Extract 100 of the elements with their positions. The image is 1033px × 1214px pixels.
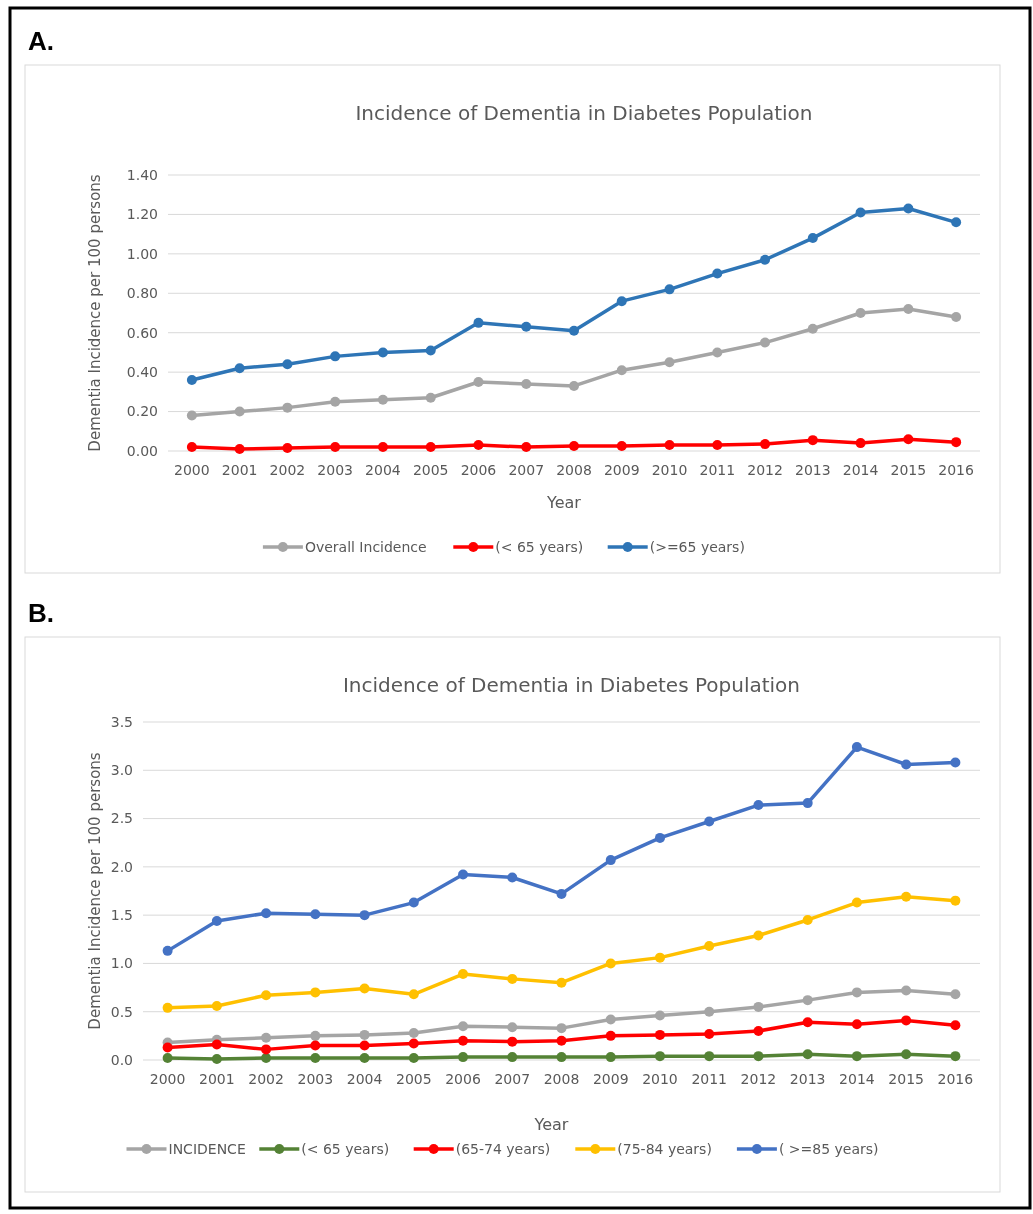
x-tick-label: 2014 [842,462,879,478]
point [473,317,484,328]
point [605,958,616,969]
point [753,800,764,811]
point [901,891,912,902]
point [377,394,388,405]
point [569,441,579,452]
x-tick-label: 2013 [789,1071,826,1087]
point [851,1019,862,1030]
point [901,985,912,996]
point [359,910,370,921]
point [211,1000,222,1011]
point [458,1052,469,1063]
point [507,872,518,883]
point [521,442,532,453]
point [950,757,961,768]
x-tick-label: 2011 [699,462,736,478]
y-tick-label: 3.5 [110,713,133,730]
point [359,983,370,994]
point [521,378,532,389]
point [458,869,469,880]
point [377,442,388,453]
point [556,1023,567,1034]
x-tick-label: 2000 [174,462,210,478]
point [760,337,771,348]
y-axis-title: Dementia Incidence per 100 persons [86,752,104,1030]
point [664,357,675,368]
x-tick-label: 2003 [297,1071,334,1087]
point [605,1052,616,1063]
point [234,363,245,374]
point [408,989,419,1000]
x-tick-label: 2006 [460,462,497,478]
point [654,1010,665,1021]
point [458,1035,469,1046]
point [807,435,818,446]
point [802,798,813,809]
point [473,440,484,451]
point [556,1052,567,1063]
point [712,268,723,279]
point [753,1001,764,1012]
x-tick-label: 2010 [642,1071,678,1087]
point [507,1022,518,1033]
x-tick-label: 2016 [937,1071,974,1087]
text: A. [28,26,54,56]
point [234,444,245,455]
point [753,1051,764,1062]
x-tick-label: 2014 [839,1071,875,1087]
x-axis-title: Year [546,493,582,512]
legend-label: (< 65 years) [495,538,584,555]
point [425,392,436,403]
point [521,321,532,332]
x-tick-label: 2002 [248,1071,284,1087]
point [425,442,436,453]
x-tick-label: 2006 [445,1071,481,1087]
point [186,442,197,453]
legend-label: (>=65 years) [649,538,745,555]
y-tick-label: 2.5 [110,810,133,827]
point [851,1051,862,1062]
x-axis-title: Year [533,1115,569,1134]
x-tick-label: 2012 [740,1071,777,1087]
x-tick-label: 2007 [494,1071,531,1087]
point [951,217,962,228]
point [556,888,567,899]
x-tick-label: 2004 [346,1071,383,1087]
x-tick-label: 2004 [365,462,401,478]
point [753,1026,764,1037]
point [851,897,862,908]
point [330,396,341,407]
point [408,1038,419,1049]
point [605,855,616,866]
point [802,914,813,925]
point [851,742,862,753]
legend-label: INCIDENCE [168,1140,246,1157]
x-tick-label: 2009 [592,1071,629,1087]
point [901,759,912,770]
point [704,1028,715,1039]
point [704,1051,715,1062]
x-tick-label: 2010 [651,462,688,478]
y-tick-label: 1.0 [110,955,133,972]
point [654,832,665,843]
y-tick-label: 0.80 [126,285,158,302]
point [282,402,293,413]
point [408,897,419,908]
point [458,1021,469,1032]
point [753,930,764,941]
point [261,1044,272,1055]
point [261,990,272,1001]
point [950,1051,961,1062]
point [556,1035,567,1046]
legend-label: Overall Incidence [304,538,427,555]
chart-title: Incidence of Dementia in Diabetes Population [342,673,801,697]
point [162,1002,173,1013]
point [802,995,813,1006]
point [664,440,675,451]
text: B. [28,598,54,628]
x-tick-label: 2016 [938,462,975,478]
point [951,437,962,448]
point [950,895,961,906]
point [408,1053,419,1064]
point [903,304,914,315]
